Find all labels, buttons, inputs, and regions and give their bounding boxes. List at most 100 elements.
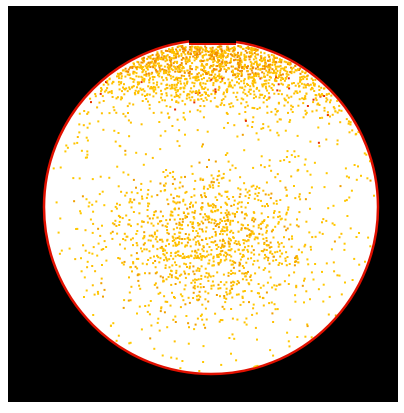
hit-dot bbox=[258, 292, 260, 295]
hit-dot bbox=[265, 181, 268, 184]
hit-dot bbox=[250, 62, 253, 65]
hit-dot bbox=[175, 251, 178, 254]
hit-dot bbox=[179, 45, 182, 48]
hit-dot bbox=[110, 90, 113, 93]
hit-dot bbox=[148, 234, 151, 237]
hit-dot bbox=[229, 231, 232, 234]
hit-dot bbox=[160, 64, 163, 67]
hit-dot bbox=[246, 82, 249, 85]
hit-dot bbox=[297, 155, 300, 158]
hit-dot bbox=[209, 65, 212, 68]
hit-dot bbox=[277, 83, 280, 86]
hit-dot bbox=[190, 255, 193, 258]
hit-dot bbox=[174, 276, 177, 279]
hit-dot bbox=[247, 270, 249, 273]
hit-dot bbox=[231, 287, 234, 290]
hit-dot bbox=[328, 295, 331, 298]
hit-dot bbox=[369, 179, 372, 182]
hit-dot bbox=[312, 278, 315, 281]
hit-dot bbox=[274, 60, 277, 63]
hit-dot bbox=[240, 102, 243, 105]
hit-dot bbox=[180, 52, 183, 55]
hit-dot bbox=[259, 68, 262, 70]
hit-dot bbox=[264, 95, 266, 98]
hit-dot bbox=[145, 63, 148, 66]
hit-dot bbox=[198, 223, 201, 226]
hit-dot bbox=[135, 232, 138, 235]
hit-dot bbox=[301, 97, 304, 100]
hit-dot bbox=[219, 81, 222, 84]
hit-dot bbox=[239, 193, 242, 196]
hit-dot bbox=[226, 62, 229, 64]
hit-dot bbox=[225, 281, 228, 284]
hit-dot bbox=[216, 65, 219, 67]
hit-dot bbox=[203, 105, 206, 108]
hit-dot bbox=[93, 293, 96, 296]
hit-dot bbox=[184, 53, 187, 56]
hit-dot bbox=[127, 299, 130, 302]
hit-dot bbox=[303, 279, 305, 282]
hit-dot bbox=[283, 159, 286, 162]
hit-dot bbox=[268, 78, 271, 81]
hit-dot bbox=[149, 66, 152, 68]
hit-dot bbox=[182, 116, 185, 119]
hit-dot bbox=[111, 222, 114, 225]
hit-dot bbox=[176, 52, 179, 55]
hit-dot bbox=[207, 262, 210, 265]
hit-dot bbox=[212, 241, 215, 244]
hit-dot bbox=[82, 244, 85, 247]
hit-dot bbox=[180, 69, 183, 72]
hit-dot bbox=[265, 99, 268, 101]
hit-dot bbox=[123, 247, 126, 250]
hit-dot bbox=[213, 75, 215, 78]
hit-dot bbox=[272, 58, 275, 61]
hit-dot bbox=[177, 81, 180, 84]
hit-dot bbox=[114, 219, 117, 222]
hit-dot bbox=[203, 67, 206, 70]
hit-dot bbox=[164, 130, 167, 133]
hit-dot bbox=[220, 230, 222, 233]
hit-dot bbox=[333, 223, 336, 226]
hit-dot bbox=[228, 254, 231, 257]
hit-dot bbox=[105, 259, 108, 262]
hit-dot bbox=[214, 205, 217, 208]
hit-dot bbox=[118, 257, 121, 260]
hit-dot bbox=[329, 99, 332, 102]
hit-dot bbox=[55, 201, 58, 204]
hit-dot bbox=[175, 357, 178, 360]
hit-dot bbox=[89, 218, 92, 221]
hit-dot bbox=[166, 112, 169, 115]
hit-dot bbox=[177, 71, 180, 73]
hit-dot bbox=[57, 231, 60, 234]
hit-dot bbox=[278, 65, 280, 68]
hit-dot bbox=[180, 224, 183, 227]
hit-dot bbox=[136, 192, 139, 195]
hit-dot bbox=[265, 229, 268, 232]
hit-dot bbox=[138, 81, 140, 84]
hit-dot bbox=[330, 94, 333, 97]
hit-dot bbox=[303, 277, 306, 280]
hit-dot bbox=[177, 250, 179, 253]
hit-dot bbox=[143, 80, 146, 83]
hit-dot bbox=[124, 70, 127, 73]
hit-dot bbox=[229, 259, 232, 262]
hit-dot bbox=[180, 64, 183, 67]
hit-dot bbox=[105, 246, 108, 248]
hit-dot bbox=[254, 72, 257, 75]
hit-dot bbox=[132, 244, 134, 247]
hit-dot bbox=[154, 266, 157, 269]
hit-dot bbox=[244, 213, 247, 216]
hit-dot bbox=[114, 140, 117, 143]
hit-dot bbox=[176, 50, 179, 53]
hit-dot bbox=[192, 291, 195, 294]
hit-dot bbox=[88, 251, 91, 254]
hit-dot bbox=[120, 75, 123, 78]
hit-dot bbox=[247, 245, 250, 248]
hit-dot bbox=[180, 176, 183, 179]
hit-dot bbox=[263, 257, 266, 260]
hit-dot bbox=[175, 76, 178, 79]
hit-dot bbox=[336, 139, 339, 142]
hit-dot bbox=[179, 227, 182, 230]
hit-dot bbox=[201, 87, 204, 90]
hit-dot bbox=[201, 60, 204, 63]
